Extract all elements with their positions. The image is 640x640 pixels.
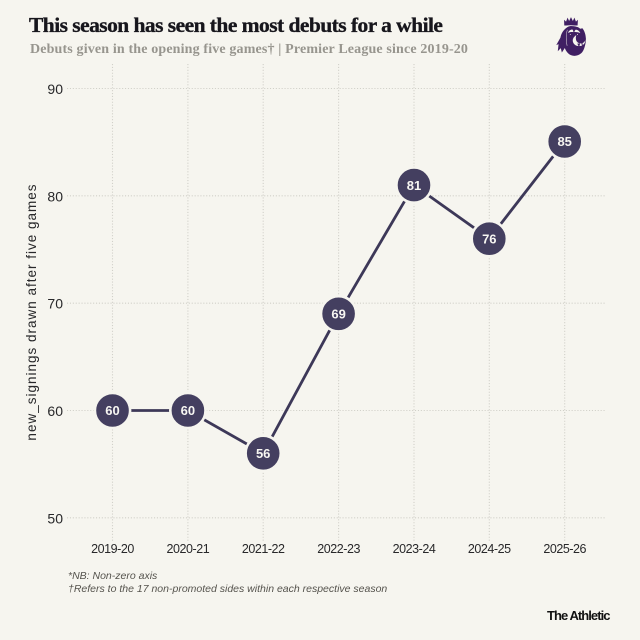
svg-text:85: 85 xyxy=(557,134,571,149)
svg-text:81: 81 xyxy=(407,178,421,193)
svg-text:60: 60 xyxy=(105,403,119,418)
svg-text:70: 70 xyxy=(47,296,63,312)
svg-text:56: 56 xyxy=(256,446,270,461)
svg-text:2023-24: 2023-24 xyxy=(393,542,436,556)
svg-text:76: 76 xyxy=(482,231,496,246)
svg-text:2024-25: 2024-25 xyxy=(468,542,511,556)
svg-text:2019-20: 2019-20 xyxy=(91,542,134,556)
svg-text:2025-26: 2025-26 xyxy=(543,542,586,556)
svg-text:new_signings drawn after five: new_signings drawn after five games xyxy=(24,183,39,440)
svg-text:2020-21: 2020-21 xyxy=(167,542,210,556)
svg-text:90: 90 xyxy=(47,81,63,97)
svg-text:60: 60 xyxy=(181,403,195,418)
svg-text:50: 50 xyxy=(47,510,63,526)
svg-text:60: 60 xyxy=(47,403,63,419)
svg-text:80: 80 xyxy=(47,188,63,204)
svg-text:69: 69 xyxy=(331,307,345,322)
svg-text:2021-22: 2021-22 xyxy=(242,542,285,556)
svg-text:2022-23: 2022-23 xyxy=(317,542,360,556)
